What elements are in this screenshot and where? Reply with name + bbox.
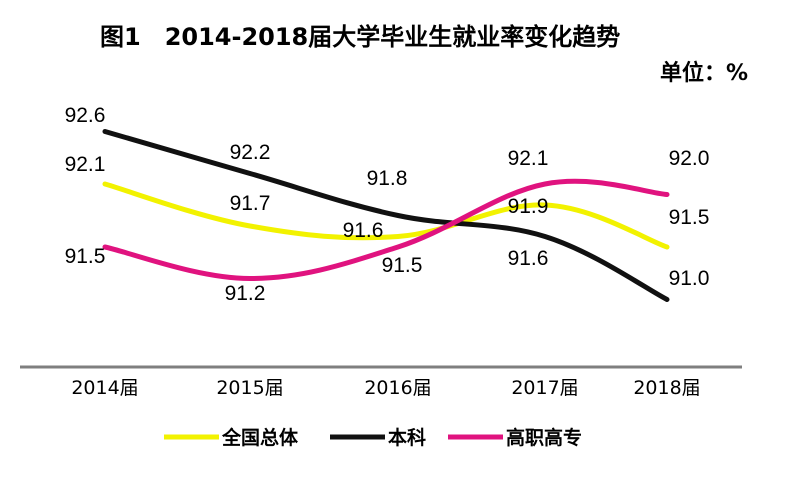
data-label: 91.5	[669, 206, 710, 229]
data-labels: 92.1 91.7 91.6 91.9 91.5 92.6 92.2 91.8 91.6 91.0…	[65, 104, 710, 305]
data-label: 91.2	[225, 282, 266, 305]
data-label: 91.8	[367, 167, 408, 190]
data-label: 91.0	[669, 267, 710, 290]
data-label: 91.5	[65, 245, 106, 268]
data-label: 91.6	[343, 219, 384, 242]
data-label: 91.6	[508, 247, 549, 270]
legend-label: 高职高专	[506, 426, 582, 449]
x-tick-label: 2018届	[633, 377, 700, 399]
unit-label: 单位：%	[660, 60, 748, 86]
series-line	[102, 178, 670, 282]
data-label: 92.1	[65, 153, 106, 176]
x-tick-label: 2016届	[364, 377, 431, 399]
data-label: 92.6	[65, 104, 106, 127]
legend-label: 本科	[388, 426, 426, 449]
data-label: 91.5	[382, 254, 423, 277]
x-tick-labels: 2014届 2015届 2016届 2017届 2018届	[71, 377, 700, 399]
data-label: 91.7	[230, 192, 271, 215]
data-label: 92.0	[669, 147, 710, 170]
legend: 全国总体 本科 高职高专	[164, 426, 582, 449]
series-line	[102, 129, 670, 302]
x-tick-label: 2014届	[71, 377, 138, 399]
series-lines	[102, 129, 670, 302]
x-tick-label: 2017届	[511, 377, 578, 399]
data-label: 92.2	[230, 141, 271, 164]
x-tick-label: 2015届	[216, 377, 283, 399]
series-line	[102, 181, 670, 250]
data-label: 91.9	[508, 195, 549, 218]
legend-label: 全国总体	[221, 426, 299, 449]
data-label: 92.1	[508, 147, 549, 170]
chart-title: 图1 2014-2018届大学毕业生就业率变化趋势	[100, 23, 620, 51]
